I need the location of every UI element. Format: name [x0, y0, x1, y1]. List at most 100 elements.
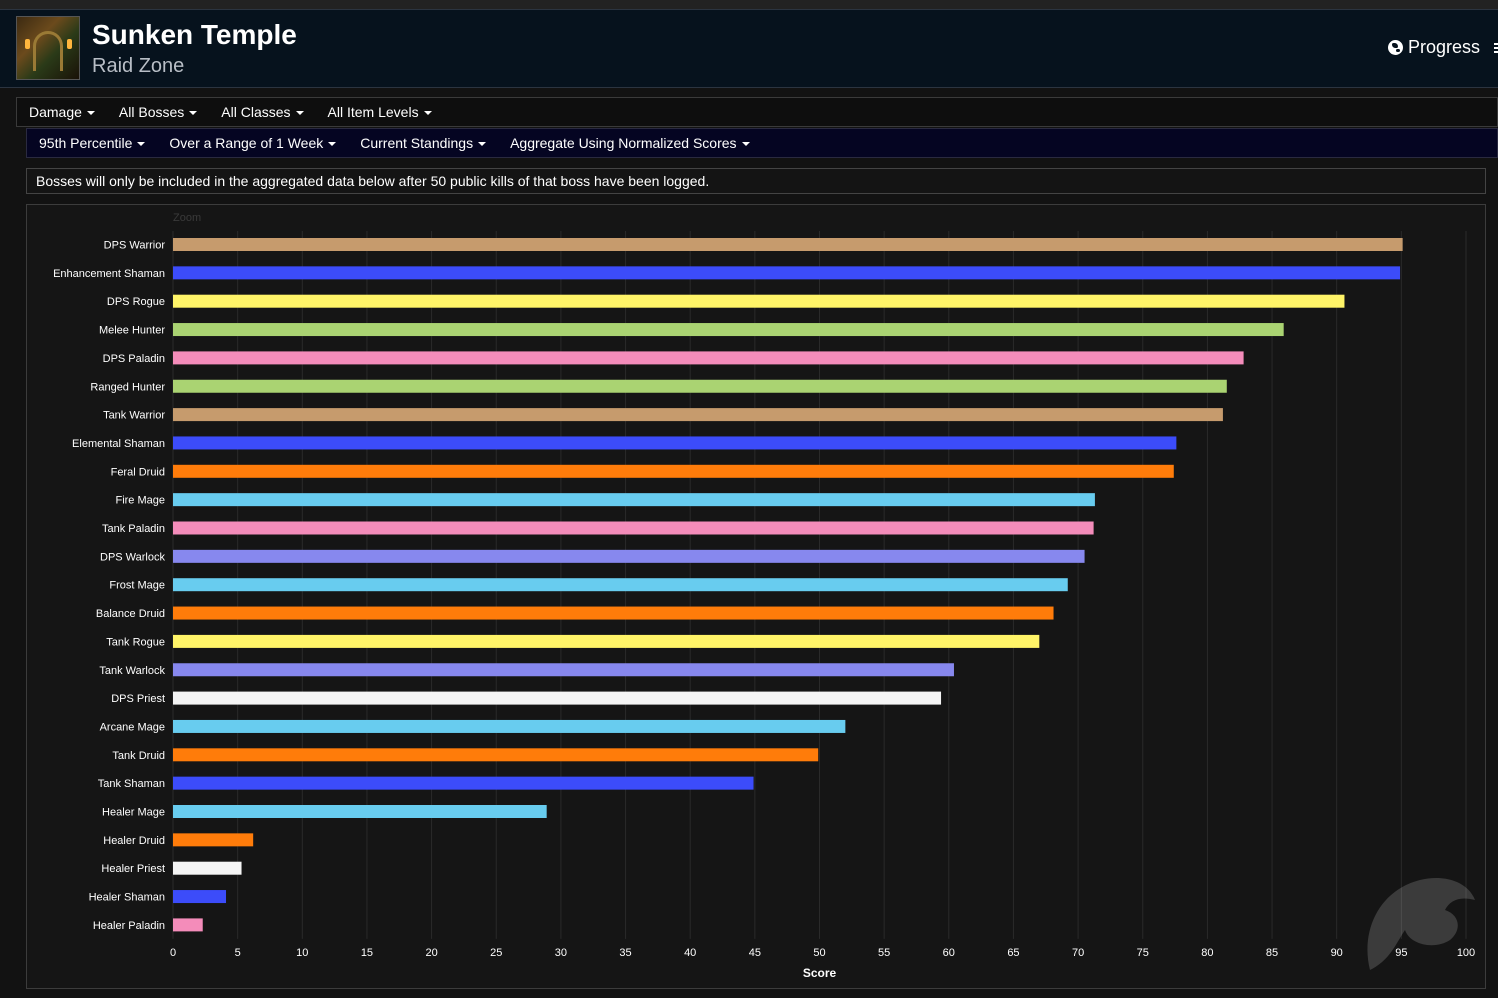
primary-filter-bar: Damage All Bosses All Classes All Item L…	[16, 97, 1498, 127]
standings-dropdown[interactable]: Current Standings	[348, 135, 498, 151]
bar	[173, 890, 227, 904]
bar	[173, 493, 1095, 507]
x-axis-title: Score	[803, 966, 837, 980]
bar	[173, 351, 1244, 365]
metric-dropdown[interactable]: Damage	[17, 104, 107, 120]
category-label: Elemental Shaman	[72, 438, 165, 450]
x-tick-label: 50	[813, 947, 825, 959]
logo-watermark	[1367, 878, 1475, 970]
caret-down-icon	[295, 111, 304, 115]
progress-link[interactable]: Progress	[1387, 37, 1480, 58]
x-tick-label: 65	[1007, 947, 1019, 959]
category-label: Ranged Hunter	[90, 381, 165, 393]
caret-down-icon	[741, 142, 750, 146]
category-label: Healer Druid	[103, 835, 165, 847]
x-tick-label: 80	[1201, 947, 1213, 959]
category-label: Feral Druid	[111, 466, 165, 478]
x-tick-label: 70	[1072, 947, 1084, 959]
category-label: Fire Mage	[115, 495, 165, 507]
x-tick-label: 85	[1266, 947, 1278, 959]
boss-dropdown-label: All Bosses	[118, 104, 185, 120]
menu-icon[interactable]	[1494, 43, 1498, 53]
range-dropdown[interactable]: Over a Range of 1 Week	[157, 135, 348, 151]
percentile-dropdown[interactable]: 95th Percentile	[27, 135, 157, 151]
bar	[173, 776, 754, 790]
x-tick-label: 55	[878, 947, 890, 959]
category-label: Healer Mage	[102, 807, 165, 819]
percentile-dropdown-label: 95th Percentile	[39, 135, 133, 151]
category-label: Tank Warrior	[103, 410, 165, 422]
category-label: DPS Priest	[111, 693, 165, 705]
bar	[173, 521, 1094, 535]
bar	[173, 748, 819, 762]
category-label: Arcane Mage	[100, 721, 165, 733]
bar	[173, 436, 1177, 450]
x-tick-label: 100	[1457, 947, 1475, 959]
bar	[173, 833, 254, 847]
bar	[173, 634, 1040, 648]
bar	[173, 663, 954, 677]
category-label: Tank Rogue	[106, 636, 165, 648]
bar	[173, 549, 1085, 563]
category-label: Tank Warlock	[99, 665, 165, 677]
x-tick-label: 0	[170, 947, 176, 959]
x-tick-label: 75	[1137, 947, 1149, 959]
class-dropdown-label: All Classes	[221, 104, 291, 120]
aggregate-dropdown[interactable]: Aggregate Using Normalized Scores	[498, 135, 761, 151]
x-tick-label: 45	[749, 947, 761, 959]
bar	[173, 294, 1345, 308]
bar	[173, 464, 1174, 478]
category-label: Balance Druid	[96, 608, 165, 620]
caret-down-icon	[86, 111, 95, 115]
item-level-dropdown[interactable]: All Item Levels	[316, 104, 444, 120]
x-tick-label: 10	[296, 947, 308, 959]
bar	[173, 606, 1054, 620]
bar	[173, 408, 1223, 422]
page-header: Sunken Temple Raid Zone Progress	[0, 9, 1498, 88]
category-label: Healer Priest	[101, 863, 165, 875]
caret-down-icon	[189, 111, 198, 115]
info-notice: Bosses will only be included in the aggr…	[26, 168, 1486, 194]
category-label: Frost Mage	[109, 580, 165, 592]
bar	[173, 323, 1284, 337]
category-label: Tank Druid	[112, 750, 165, 762]
category-label: DPS Paladin	[103, 353, 165, 365]
x-tick-label: 25	[490, 947, 502, 959]
caret-down-icon	[478, 142, 487, 146]
bar	[173, 238, 1403, 251]
bar	[173, 918, 203, 932]
boss-dropdown[interactable]: All Bosses	[107, 104, 209, 120]
bar	[173, 379, 1227, 393]
page-subtitle: Raid Zone	[92, 55, 185, 77]
x-tick-label: 5	[235, 947, 241, 959]
secondary-filter-bar: 95th Percentile Over a Range of 1 Week C…	[26, 128, 1498, 158]
standings-dropdown-label: Current Standings	[360, 135, 474, 151]
progress-label: Progress	[1407, 37, 1480, 57]
category-label: Enhancement Shaman	[53, 268, 165, 280]
x-tick-label: 90	[1331, 947, 1343, 959]
x-tick-label: 20	[425, 947, 437, 959]
category-label: Tank Paladin	[102, 523, 165, 535]
aggregate-dropdown-label: Aggregate Using Normalized Scores	[510, 135, 737, 151]
bar	[173, 578, 1068, 592]
caret-down-icon	[423, 111, 432, 115]
caret-down-icon	[328, 142, 337, 146]
category-label: DPS Rogue	[107, 296, 165, 308]
bar	[173, 861, 242, 875]
item-level-dropdown-label: All Item Levels	[327, 104, 419, 120]
bar	[173, 805, 547, 818]
page-title: Sunken Temple	[92, 19, 297, 50]
class-dropdown[interactable]: All Classes	[209, 104, 315, 120]
x-tick-label: 35	[619, 947, 631, 959]
bar-chart: Zoom 0 5 10 15 20 25 30 35 40 45 50 55 60 65 70 75 80 85 90…	[53, 212, 1475, 980]
globe-icon	[1387, 40, 1403, 55]
range-dropdown-label: Over a Range of 1 Week	[169, 135, 324, 151]
category-label: Healer Paladin	[93, 920, 165, 932]
zoom-label: Zoom	[173, 212, 201, 224]
x-tick-label: 95	[1395, 947, 1407, 959]
x-tick-label: 40	[684, 947, 696, 959]
bar	[173, 719, 846, 733]
caret-down-icon	[137, 142, 146, 146]
bar	[173, 691, 942, 705]
chart-panel: Zoom 0 5 10 15 20 25 30 35 40 45 50 55 60 65 70 75 80 85 90…	[26, 204, 1486, 989]
